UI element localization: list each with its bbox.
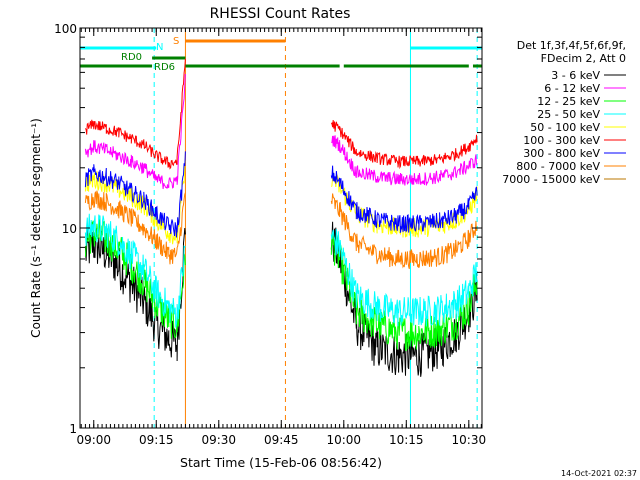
series-line-12-25-kev-1 <box>330 231 478 352</box>
flag-label-4: RD6 <box>154 62 175 73</box>
x-tick-label-4: 10:00 <box>326 433 361 447</box>
legend-header-0: Det 1f,3f,4f,5f,6f,9f, <box>517 39 626 52</box>
legend-label-0: 3 - 6 keV <box>551 69 600 82</box>
legend: Det 1f,3f,4f,5f,6f,9f,FDecim 2, Att 0 3 -… <box>502 39 626 186</box>
y-axis-label: Count Rate (s⁻¹ detector segment⁻¹) <box>29 118 43 338</box>
series-line-6-12-kev-1 <box>331 135 478 186</box>
x-tick-label-2: 09:30 <box>201 433 236 447</box>
x-tick-label-1: 09:15 <box>139 433 174 447</box>
footer-timestamp: 14-Oct-2021 02:37 <box>561 469 637 478</box>
series-layer <box>84 58 478 377</box>
legend-label-2: 12 - 25 keV <box>537 95 600 108</box>
series-line-25-50-kev-1 <box>330 229 478 327</box>
legend-label-7: 800 - 7000 keV <box>516 160 600 173</box>
series-line-100-300-kev-1 <box>330 120 478 170</box>
legend-label-8: 7000 - 15000 keV <box>502 173 600 186</box>
y-tick-label-2: 100 <box>54 22 77 36</box>
flag-label-2: S <box>173 36 179 47</box>
series-line-6-12-kev-0 <box>84 73 186 190</box>
axes: 09:00 09:15 09:30 09:45 10:00 10:15 10:30 1 10 10… <box>54 22 486 447</box>
legend-label-5: 100 - 300 keV <box>523 134 600 147</box>
series-line-300-800-kev-0 <box>84 151 186 238</box>
x-tick-label-0: 09:00 <box>76 433 111 447</box>
chart-title: RHESSI Count Rates <box>210 6 351 22</box>
y-tick-label-0: 1 <box>69 422 77 436</box>
flag-label-3: RD0 <box>121 52 142 63</box>
x-tick-label-3: 09:45 <box>264 433 299 447</box>
flag-label-1: N <box>156 42 163 53</box>
legend-label-1: 6 - 12 keV <box>544 82 600 95</box>
series-line-800-7000-kev-0 <box>84 190 186 265</box>
legend-label-6: 300 - 800 keV <box>523 147 600 160</box>
status-flags: NS RD0 RD6 <box>80 36 482 73</box>
legend-label-4: 50 - 100 keV <box>530 121 600 134</box>
x-tick-label-5: 10:15 <box>389 433 424 447</box>
legend-header-1: FDecim 2, Att 0 <box>541 52 626 65</box>
series-line-3-6-kev-1 <box>330 221 478 377</box>
legend-label-3: 25 - 50 keV <box>537 108 600 121</box>
series-line-3-6-kev-0 <box>84 227 186 362</box>
series-line-800-7000-kev-1 <box>330 193 478 270</box>
x-tick-label-6: 10:30 <box>452 433 487 447</box>
x-axis-label: Start Time (15-Feb-06 08:56:42) <box>180 455 382 470</box>
y-tick-label-1: 10 <box>62 222 77 236</box>
series-line-300-800-kev-1 <box>330 165 478 233</box>
series-line-25-50-kev-0 <box>84 213 186 328</box>
series-line-100-300-kev-0 <box>84 58 186 170</box>
